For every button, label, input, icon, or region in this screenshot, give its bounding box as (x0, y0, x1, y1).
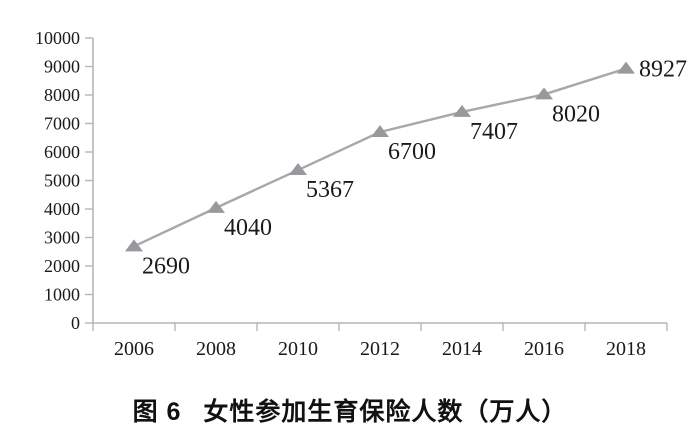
y-tick-label: 0 (71, 313, 80, 333)
data-point-marker (535, 87, 553, 100)
x-tick-label: 2016 (524, 338, 564, 360)
data-point-label: 7407 (470, 119, 518, 145)
data-point-label: 2690 (142, 253, 190, 279)
figure-title: 女性参加生育保险人数（万人） (203, 398, 568, 426)
data-point-marker (617, 61, 635, 74)
data-point-label: 8927 (639, 57, 687, 83)
x-tick-label: 2018 (606, 338, 646, 360)
x-tick-label: 2012 (360, 338, 400, 360)
y-tick-label: 2000 (44, 256, 80, 276)
y-tick-label: 8000 (44, 85, 80, 105)
y-tick-label: 10000 (35, 28, 80, 48)
data-point-label: 4040 (224, 215, 272, 241)
figure-number: 图 6 (132, 398, 182, 426)
data-point-label: 6700 (388, 139, 436, 165)
data-point-marker (371, 125, 389, 138)
x-tick-label: 2010 (278, 338, 318, 360)
y-tick-label: 4000 (44, 199, 80, 219)
data-point-marker (289, 163, 307, 176)
y-tick-label: 5000 (44, 171, 80, 191)
chart-svg: 0 1000 2000 3000 4000 5000 6000 7000 8000 9000 100… (35, 28, 687, 360)
data-point-label: 8020 (552, 101, 600, 127)
data-point-marker (125, 239, 143, 252)
y-tick-label: 9000 (44, 57, 80, 77)
y-tick-label: 7000 (44, 114, 80, 134)
line-chart: 0 1000 2000 3000 4000 5000 6000 7000 8000 9000 100… (35, 28, 687, 360)
y-tick-label: 1000 (44, 285, 80, 305)
x-tick-label: 2014 (442, 338, 482, 360)
figure-caption: 图 6 女性参加生育保险人数（万人） (0, 392, 700, 428)
data-point-marker (207, 200, 225, 213)
y-tick-label: 6000 (44, 142, 80, 162)
x-tick-label: 2008 (196, 338, 236, 360)
series-line (133, 67, 627, 248)
data-point-label: 5367 (306, 177, 354, 203)
y-tick-label: 3000 (44, 228, 80, 248)
data-point-marker (453, 104, 471, 117)
x-tick-label: 2006 (114, 338, 154, 360)
